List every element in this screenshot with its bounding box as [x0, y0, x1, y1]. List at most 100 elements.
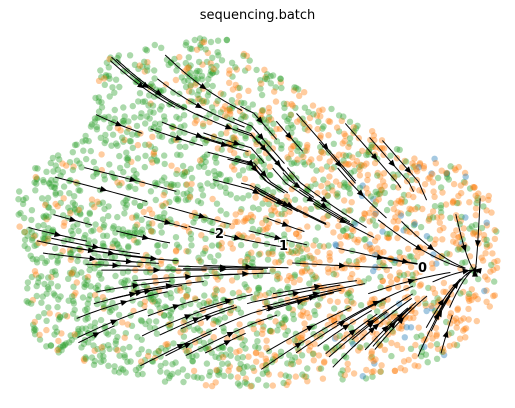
cell-point	[330, 164, 338, 171]
cell-point	[129, 297, 136, 304]
cell-point	[28, 207, 36, 214]
cell-point	[252, 242, 259, 249]
cell-point	[114, 54, 121, 62]
cell-point	[252, 349, 260, 357]
cell-point	[46, 310, 53, 317]
cell-point	[351, 167, 358, 175]
cell-point	[99, 240, 107, 247]
cell-point	[284, 277, 291, 284]
cell-point	[229, 86, 237, 93]
cell-point	[124, 156, 132, 163]
cell-point	[187, 230, 195, 238]
cell-point	[92, 284, 100, 292]
cell-point	[54, 259, 61, 266]
cell-point	[43, 290, 50, 297]
cell-point	[245, 192, 252, 199]
streamline-arrowhead	[125, 258, 133, 265]
cell-point	[62, 162, 70, 169]
cell-point	[105, 342, 112, 349]
streamline-arrowhead	[267, 305, 275, 312]
cell-point	[440, 351, 448, 359]
cell-point	[33, 180, 40, 187]
cell-point	[301, 320, 308, 327]
cell-point	[288, 274, 295, 282]
cell-point	[307, 343, 314, 350]
cell-point	[155, 348, 162, 355]
cell-point	[160, 312, 168, 319]
streamline-arrowhead	[87, 247, 96, 254]
cell-point	[359, 254, 366, 261]
cell-point	[190, 98, 197, 106]
cell-point	[303, 254, 310, 261]
cell-point	[432, 236, 439, 243]
cell-point	[77, 204, 85, 212]
cell-point	[288, 185, 296, 193]
cell-point	[33, 175, 41, 182]
streamline-arrowhead	[306, 325, 314, 332]
cell-point	[315, 352, 323, 359]
cell-point	[298, 268, 306, 275]
cell-point	[55, 337, 62, 345]
cell-point	[337, 233, 344, 240]
cell-point	[241, 113, 248, 120]
cell-point	[75, 253, 82, 260]
cell-point	[267, 80, 274, 87]
cell-point	[326, 118, 334, 126]
cell-point	[291, 137, 299, 144]
cell-point	[52, 181, 59, 188]
cell-point	[106, 124, 113, 131]
cell-point	[457, 182, 464, 189]
cell-point	[324, 265, 332, 272]
cell-point	[101, 221, 108, 229]
cell-point	[199, 61, 206, 68]
cell-point	[321, 189, 328, 196]
cell-point	[306, 280, 313, 287]
cell-point	[210, 320, 217, 328]
cell-point	[314, 248, 321, 256]
cell-point	[253, 349, 260, 356]
cell-point	[203, 58, 211, 66]
cell-point	[211, 168, 218, 175]
cell-point	[271, 352, 278, 359]
cell-point	[421, 245, 428, 252]
cell-point	[282, 372, 289, 379]
cell-point	[408, 308, 415, 315]
cell-point	[398, 164, 406, 171]
cell-point	[50, 168, 57, 175]
cell-point	[107, 54, 114, 61]
cell-point	[208, 104, 216, 111]
cell-point	[310, 350, 317, 357]
streamline-arrowhead	[372, 323, 380, 331]
cell-point	[288, 241, 295, 248]
streamline-arrowhead	[427, 243, 435, 251]
cell-point	[54, 166, 61, 173]
cell-point	[257, 111, 264, 119]
cell-point	[106, 345, 113, 353]
cell-point	[82, 306, 89, 314]
cell-point	[148, 228, 155, 235]
cell-point	[397, 210, 405, 217]
cell-point	[120, 104, 127, 111]
cell-point	[163, 274, 170, 281]
cell-point	[283, 193, 291, 200]
cell-point	[218, 57, 226, 64]
cell-point	[471, 184, 478, 191]
cell-point	[111, 253, 119, 260]
cell-point	[219, 360, 226, 367]
cell-point	[249, 153, 256, 160]
cell-point	[416, 160, 424, 167]
cell-point	[145, 348, 152, 356]
cell-point	[57, 172, 64, 179]
cell-point	[313, 167, 320, 174]
cell-point	[221, 112, 229, 120]
cell-point	[294, 147, 301, 154]
cell-point	[443, 170, 450, 177]
cell-point	[193, 352, 200, 359]
cell-point	[35, 274, 42, 282]
cell-point	[196, 95, 203, 103]
cell-point	[122, 197, 129, 204]
cell-point	[433, 331, 440, 338]
cell-point	[199, 39, 206, 46]
cell-point	[98, 99, 105, 106]
streamline-arrowhead	[372, 300, 380, 307]
